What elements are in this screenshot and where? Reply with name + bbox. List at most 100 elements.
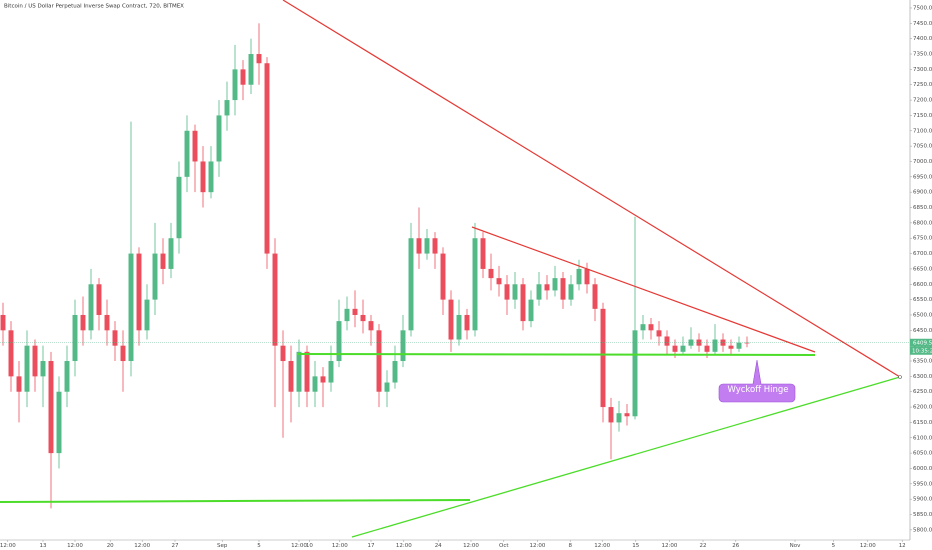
y-tick-label: 6950.0 xyxy=(913,174,932,180)
y-tick-label: 6000.0 xyxy=(913,466,932,472)
x-tick-label: 12:00 xyxy=(594,543,610,549)
candle-body xyxy=(600,308,606,408)
y-tick-label: 7450.0 xyxy=(913,21,932,27)
plot-area xyxy=(0,23,910,509)
candle-body xyxy=(40,361,46,377)
candle-body xyxy=(208,161,214,193)
last-price-label: 6409.5 xyxy=(913,340,932,346)
candle-body xyxy=(344,308,350,322)
candle-body xyxy=(680,345,686,352)
candle-body xyxy=(160,253,166,269)
y-tick-label: 6850.0 xyxy=(913,205,932,211)
support-line xyxy=(0,499,471,503)
axes: 5800.0 5850.0 5900.0 5950.0 6000.0 6050.0 6100… xyxy=(0,5,932,549)
candle-body xyxy=(288,361,294,392)
y-tick-label: 6050.0 xyxy=(913,451,932,457)
candle-body xyxy=(336,321,342,362)
x-tick-label: 26 xyxy=(732,543,739,549)
candle-body xyxy=(384,382,390,392)
candle-body xyxy=(248,54,254,85)
candle-body xyxy=(168,238,174,269)
candle-body xyxy=(672,345,678,352)
candle-body xyxy=(400,330,406,362)
candle-body xyxy=(32,345,38,377)
candle-body xyxy=(128,253,134,362)
y-tick-label: 7000.0 xyxy=(913,159,932,165)
y-tick-label: 5900.0 xyxy=(913,497,932,503)
candle-body xyxy=(112,330,118,346)
candle-body xyxy=(272,253,278,346)
resistance-line xyxy=(282,0,901,378)
candle-body xyxy=(360,314,366,322)
candle-body xyxy=(24,345,30,392)
candle-body xyxy=(464,314,470,331)
candle-body xyxy=(200,161,206,193)
candle-body xyxy=(528,299,534,322)
y-tick-label: 5950.0 xyxy=(913,481,932,487)
y-tick-label: 7100.0 xyxy=(913,128,932,134)
candle-body xyxy=(448,299,454,340)
x-tick-label: 10 xyxy=(306,543,313,549)
candle-body xyxy=(736,342,742,349)
candle-body xyxy=(728,345,734,349)
y-tick-label: 7400.0 xyxy=(913,36,932,42)
y-tick-label: 5800.0 xyxy=(913,527,932,533)
candle-body xyxy=(624,413,630,417)
candle-body xyxy=(504,284,510,300)
candle-body xyxy=(0,314,6,331)
x-tick-label: 12 xyxy=(899,543,906,549)
y-tick-label: 6900.0 xyxy=(913,190,932,196)
candle-body xyxy=(96,284,102,315)
candle-body xyxy=(232,69,238,101)
candle-body xyxy=(80,314,86,331)
x-tick-label: 22 xyxy=(700,543,707,549)
candle-body xyxy=(632,330,638,417)
candle-body xyxy=(88,284,94,331)
y-tick-label: 7200.0 xyxy=(913,98,932,104)
y-tick-label: 6700.0 xyxy=(913,251,932,257)
y-tick-label: 7150.0 xyxy=(913,113,932,119)
candle-body xyxy=(104,314,110,331)
y-tick-label: 6350.0 xyxy=(913,359,932,365)
trend-lines xyxy=(0,0,902,538)
candle-body xyxy=(488,268,494,279)
y-tick-label: 6550.0 xyxy=(913,297,932,303)
x-tick-label: 8 xyxy=(568,543,572,549)
candle-body xyxy=(136,253,142,331)
y-tick-label: 6450.0 xyxy=(913,328,932,334)
x-tick-label: 12:00 xyxy=(67,543,83,549)
candle-body xyxy=(120,345,126,362)
candle-body xyxy=(256,54,262,64)
x-tick-label: 12:00 xyxy=(661,543,677,549)
candle-body xyxy=(472,238,478,331)
y-tick-label: 6500.0 xyxy=(913,312,932,318)
candle-body xyxy=(584,268,590,285)
x-tick-label: 12:00 xyxy=(134,543,150,549)
candle-body xyxy=(408,238,414,331)
candle-body xyxy=(192,130,198,162)
x-tick-label: 17 xyxy=(368,543,375,549)
candle-body xyxy=(512,284,518,300)
y-tick-label: 6300.0 xyxy=(913,374,932,380)
candle-body xyxy=(704,345,710,352)
resistance-line xyxy=(471,226,816,353)
candle-body xyxy=(616,413,622,423)
x-tick-label: 12:00 xyxy=(291,543,307,549)
candle-body xyxy=(568,284,574,300)
x-tick-label: 12:00 xyxy=(463,543,479,549)
candle-body xyxy=(56,391,62,454)
candle-body xyxy=(640,324,646,331)
candle-body xyxy=(48,361,54,454)
x-tick-label: 12:00 xyxy=(0,543,16,549)
x-tick-label: 15 xyxy=(632,543,639,549)
candle-body xyxy=(320,376,326,383)
candle-body xyxy=(648,324,654,331)
x-tick-label: 12:00 xyxy=(332,543,348,549)
candle-body xyxy=(536,284,542,300)
y-tick-label: 6600.0 xyxy=(913,282,932,288)
candle-body xyxy=(184,130,190,177)
countdown-label: 10:35:21 xyxy=(912,348,932,354)
candle-body xyxy=(592,284,598,309)
y-tick-label: 6750.0 xyxy=(913,236,932,242)
x-tick-label: 13 xyxy=(40,543,47,549)
